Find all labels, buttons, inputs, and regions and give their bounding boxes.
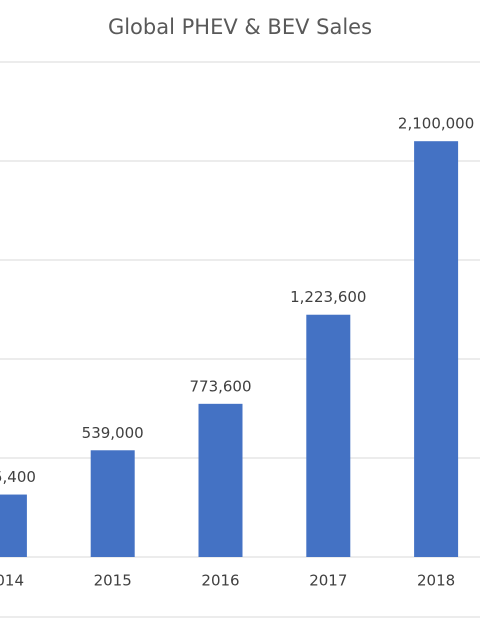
bar [414,141,459,557]
x-tick-label: 2016 [201,572,239,590]
data-label: 315,400 [0,468,36,486]
x-tick-label: 2014 [0,572,24,590]
bar [306,314,351,557]
data-label: 2,100,000 [398,115,474,133]
bar [90,450,135,557]
data-label: 1,223,600 [290,288,366,306]
data-label: 773,600 [189,377,251,395]
x-tick-label: 2017 [309,572,347,590]
bar [0,494,27,557]
x-tick-label: 2018 [417,572,455,590]
chart-title: Global PHEV & BEV Sales [108,15,372,39]
data-label: 539,000 [82,424,144,442]
x-tick-label: 2015 [94,572,132,590]
bar [198,403,243,557]
